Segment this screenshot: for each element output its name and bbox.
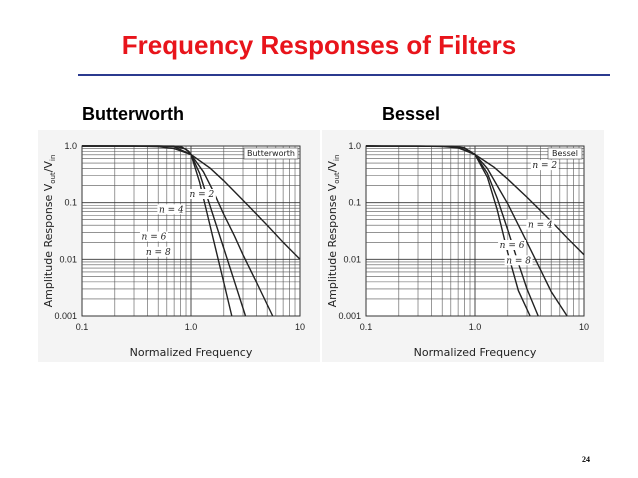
x-tick-label: 0.1: [76, 322, 89, 332]
page-number: 24: [582, 455, 590, 464]
y-axis-label: Amplitude Response Vout/Vin: [326, 155, 341, 308]
y-axis-label: Amplitude Response Vout/Vin: [42, 155, 57, 308]
chart-heading-bessel: Bessel: [382, 104, 441, 124]
y-tick-label: 1.0: [64, 141, 77, 151]
annotation-background: [504, 255, 533, 266]
annotation-background: [144, 246, 173, 257]
x-tick-label: 10: [579, 322, 589, 332]
order-annotation: n = 4: [159, 205, 184, 215]
order-annotation: n = 2: [532, 161, 557, 171]
annotation-background: [157, 204, 186, 215]
bessel-chart: 0.1 1.0 10 1.0 0.1 0.01 0.001 Normalized Freque…: [322, 130, 604, 362]
order-annotation: n = 8: [146, 248, 171, 258]
legend-label: Butterworth: [247, 149, 295, 158]
annotation-background: [139, 231, 168, 242]
x-tick-label: 1.0: [469, 322, 482, 332]
x-axis-label: Normalized Frequency: [414, 346, 537, 359]
y-tick-label: 0.001: [54, 311, 77, 321]
legend-label: Bessel: [552, 149, 578, 158]
y-tick-label: 0.01: [343, 254, 361, 264]
y-tick-label: 0.1: [348, 198, 361, 208]
title-divider: [78, 74, 610, 76]
x-tick-label: 0.1: [360, 322, 373, 332]
x-axis-label: Normalized Frequency: [130, 346, 253, 359]
y-tick-label: 0.01: [59, 254, 77, 264]
order-annotation: n = 4: [528, 221, 553, 231]
annotation-background: [498, 240, 527, 250]
annotation-background: [187, 189, 216, 199]
order-annotation: n = 6: [142, 233, 167, 243]
order-annotation: n = 6: [500, 241, 525, 251]
order-annotation: n = 2: [190, 190, 215, 200]
chart-heading-butterworth: Butterworth: [82, 104, 184, 124]
legend-box: [547, 147, 583, 160]
y-tick-label: 1.0: [348, 141, 361, 151]
x-tick-label: 10: [295, 322, 305, 332]
butterworth-chart: 0.1 1.0 10 1.0 0.1 0.01 0.001 Normalized Freque…: [38, 130, 320, 362]
slide-title: Frequency Responses of Filters: [121, 30, 517, 60]
legend-box: [243, 147, 299, 160]
y-tick-label: 0.1: [64, 198, 77, 208]
x-tick-label: 1.0: [185, 322, 198, 332]
curve-order-8: [365, 145, 531, 317]
curve-order-6: [81, 145, 247, 317]
annotation-background: [530, 160, 559, 171]
curve-order-8: [81, 145, 233, 317]
y-tick-label: 0.001: [338, 311, 361, 321]
annotation-background: [526, 219, 555, 230]
order-annotation: n = 8: [506, 256, 531, 266]
